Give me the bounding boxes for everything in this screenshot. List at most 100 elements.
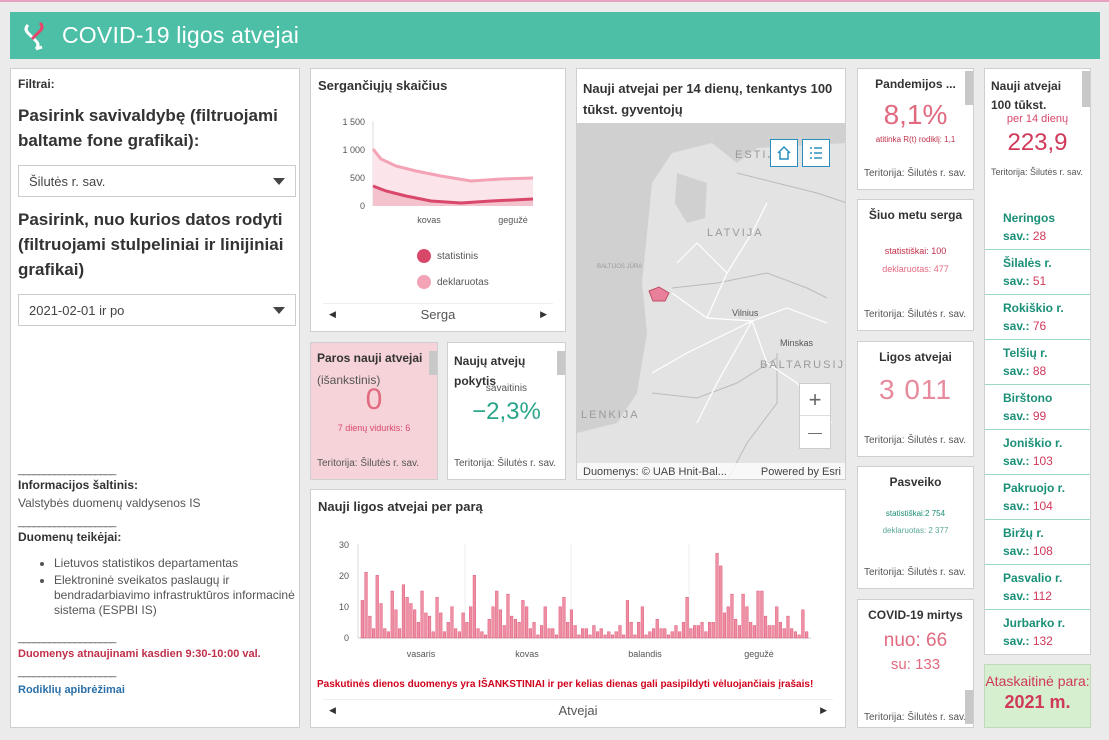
- bar[interactable]: [633, 634, 637, 639]
- bar[interactable]: [472, 575, 476, 639]
- list-item[interactable]: Joniškio r. sav.: 103: [985, 430, 1090, 475]
- legend-item[interactable]: deklaruotas: [417, 275, 489, 289]
- bar[interactable]: [517, 622, 521, 639]
- bar[interactable]: [577, 634, 581, 639]
- bar[interactable]: [782, 628, 786, 639]
- bar[interactable]: [394, 609, 398, 639]
- bar[interactable]: [652, 628, 656, 639]
- scrollbar[interactable]: [557, 351, 565, 375]
- bar[interactable]: [476, 628, 480, 639]
- bar[interactable]: [666, 634, 671, 639]
- bar[interactable]: [681, 622, 686, 639]
- bar[interactable]: [745, 606, 749, 639]
- bar[interactable]: [629, 622, 633, 639]
- list-item[interactable]: Birštono sav.: 99: [985, 385, 1090, 430]
- list-item[interactable]: Pakruojo r. sav.: 104: [985, 475, 1090, 520]
- bar[interactable]: [734, 618, 738, 639]
- bar[interactable]: [547, 628, 551, 639]
- scrollbar[interactable]: [429, 351, 437, 375]
- bar[interactable]: [685, 597, 689, 639]
- legend-button[interactable]: [802, 139, 830, 167]
- list-item[interactable]: Neringos sav.: 28: [985, 205, 1090, 250]
- bar[interactable]: [442, 631, 447, 639]
- bar[interactable]: [495, 590, 499, 639]
- bar[interactable]: [491, 606, 495, 639]
- bar[interactable]: [379, 603, 383, 639]
- bar[interactable]: [569, 609, 574, 639]
- bar[interactable]: [375, 575, 379, 639]
- bar[interactable]: [618, 625, 622, 639]
- bar[interactable]: [778, 622, 783, 639]
- zoom-out-button[interactable]: —: [808, 424, 822, 440]
- list-item[interactable]: Šilalės r. sav.: 51: [985, 250, 1090, 295]
- bar[interactable]: [360, 600, 364, 639]
- scrollbar[interactable]: [965, 71, 973, 105]
- bar[interactable]: [737, 625, 742, 639]
- definitions-link[interactable]: Rodiklių apibrėžimai: [18, 684, 125, 696]
- scrollbar[interactable]: [965, 690, 973, 724]
- bar[interactable]: [674, 625, 678, 639]
- bar[interactable]: [693, 625, 697, 639]
- bar[interactable]: [386, 631, 390, 639]
- bar[interactable]: [696, 625, 700, 639]
- date-select[interactable]: 2021-02-01 ir po: [18, 294, 296, 326]
- bar[interactable]: [364, 572, 368, 639]
- bar[interactable]: [711, 622, 715, 639]
- bar[interactable]: [420, 590, 424, 639]
- bar[interactable]: [775, 606, 779, 639]
- bar[interactable]: [368, 615, 372, 639]
- bar[interactable]: [480, 631, 484, 639]
- bar[interactable]: [614, 631, 618, 639]
- bar[interactable]: [498, 609, 503, 639]
- bar[interactable]: [719, 565, 723, 639]
- bar[interactable]: [637, 622, 641, 639]
- bar[interactable]: [446, 622, 450, 639]
- bar[interactable]: [487, 618, 491, 639]
- bar[interactable]: [551, 628, 555, 639]
- bar[interactable]: [756, 590, 760, 639]
- bar[interactable]: [424, 612, 428, 639]
- bar[interactable]: [599, 628, 603, 639]
- bar[interactable]: [383, 628, 387, 639]
- list-item[interactable]: Jurbarko r. sav.: 132: [985, 610, 1090, 654]
- bar[interactable]: [401, 584, 405, 639]
- municipality-select[interactable]: Šilutės r. sav.: [18, 165, 296, 197]
- bar[interactable]: [708, 622, 712, 639]
- bar[interactable]: [562, 597, 566, 639]
- bar[interactable]: [790, 628, 794, 639]
- bar[interactable]: [502, 625, 506, 639]
- bar[interactable]: [715, 553, 719, 639]
- bar[interactable]: [469, 606, 473, 639]
- bar[interactable]: [592, 625, 596, 639]
- bar[interactable]: [625, 600, 630, 639]
- bar[interactable]: [793, 631, 798, 639]
- bar[interactable]: [558, 606, 562, 639]
- bar[interactable]: [539, 625, 544, 639]
- bar[interactable]: [431, 631, 435, 639]
- legend-item[interactable]: statistinis: [417, 249, 478, 263]
- bar[interactable]: [390, 590, 394, 639]
- list-item[interactable]: Pasvalio r. sav.: 112: [985, 565, 1090, 610]
- bar[interactable]: [730, 593, 734, 639]
- bar[interactable]: [689, 628, 693, 639]
- bar[interactable]: [700, 622, 704, 639]
- bar[interactable]: [752, 625, 756, 639]
- bar[interactable]: [640, 606, 644, 639]
- bar[interactable]: [573, 625, 577, 639]
- bar[interactable]: [786, 615, 790, 639]
- bar[interactable]: [610, 634, 615, 639]
- bar[interactable]: [465, 622, 469, 639]
- bar[interactable]: [607, 631, 611, 639]
- bar[interactable]: [528, 628, 532, 639]
- bar[interactable]: [581, 628, 585, 639]
- bar[interactable]: [663, 628, 667, 639]
- bar[interactable]: [513, 618, 518, 639]
- bar[interactable]: [461, 612, 465, 639]
- bar[interactable]: [510, 615, 514, 639]
- bar[interactable]: [805, 631, 809, 639]
- bar[interactable]: [554, 634, 559, 639]
- bar[interactable]: [454, 628, 458, 639]
- bar[interactable]: [644, 634, 648, 639]
- powered-by-text[interactable]: Powered by Esri: [760, 466, 841, 478]
- scrollbar[interactable]: [1082, 71, 1090, 107]
